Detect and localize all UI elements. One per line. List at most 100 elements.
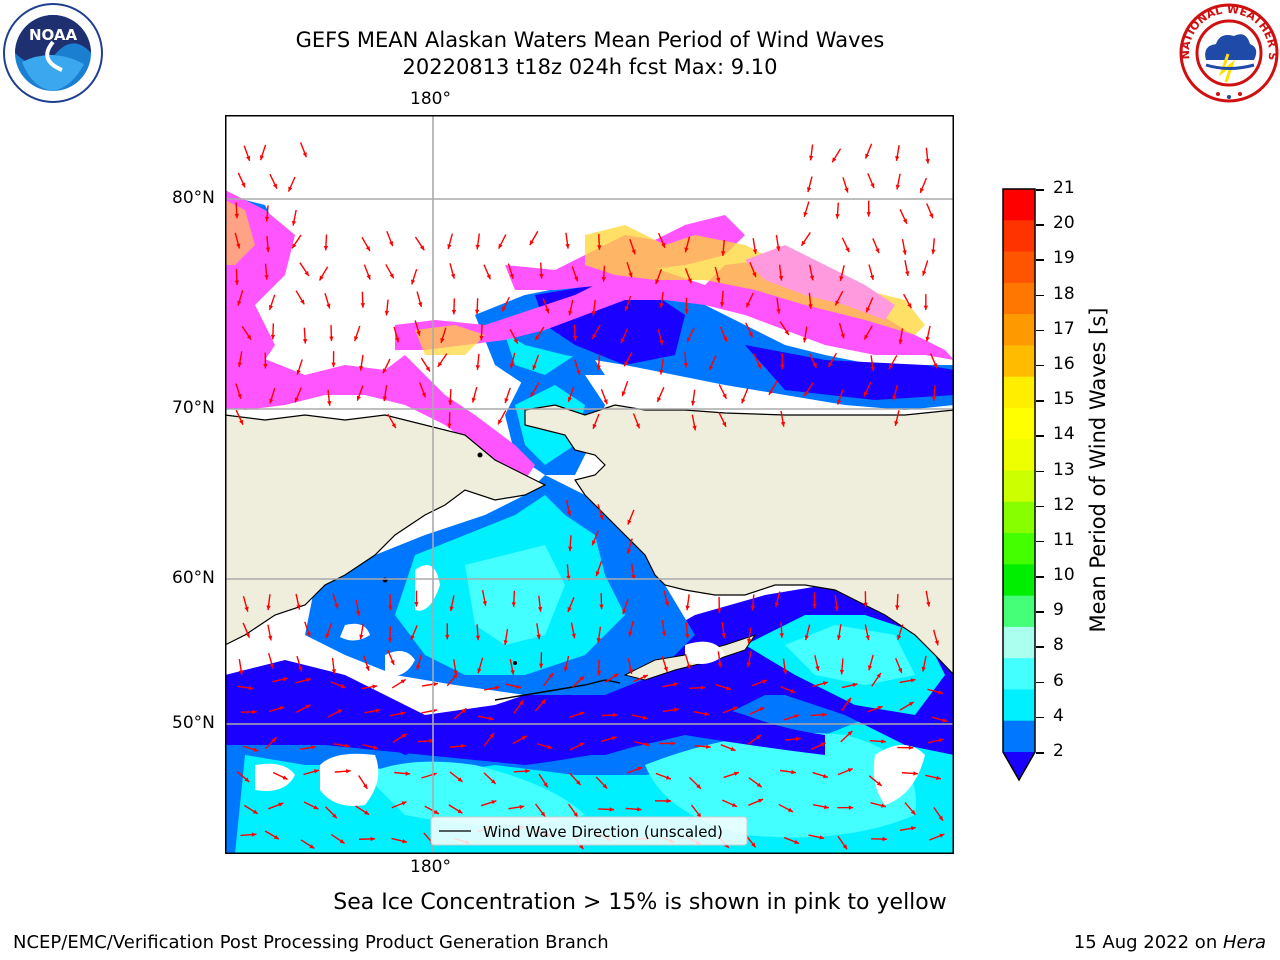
wave-direction-arrowhead xyxy=(784,330,789,336)
wave-direction-arrowhead xyxy=(450,273,456,279)
wave-direction-arrowhead xyxy=(635,423,640,429)
wave-direction-arrowhead xyxy=(902,250,907,255)
wave-direction-arrowhead xyxy=(721,251,726,256)
wave-direction-arrowhead xyxy=(509,273,514,279)
wave-direction-arrowhead xyxy=(655,279,660,285)
wave-direction-arrowhead xyxy=(252,809,258,814)
wave-direction-arrowhead xyxy=(898,668,903,674)
wave-direction-arrowhead xyxy=(621,391,626,397)
wave-direction-arrowhead xyxy=(309,844,315,849)
sea-ice-caption: Sea Ice Concentration > 15% is shown in … xyxy=(333,890,947,915)
wave-direction-arrowhead xyxy=(706,744,711,749)
wave-direction-arrowhead xyxy=(624,306,629,312)
wave-direction-arrowhead xyxy=(717,662,723,668)
wave-direction-arrowhead xyxy=(509,363,515,369)
wave-direction-arrowhead xyxy=(475,244,480,250)
wave-direction-arrowhead xyxy=(433,682,438,687)
wave-direction-arrowhead xyxy=(875,248,880,254)
wave-direction-arrowhead xyxy=(372,684,378,689)
wave-direction-arrowhead xyxy=(567,396,572,402)
wave-direction-arrowhead xyxy=(325,633,330,639)
wave-direction-arrowhead xyxy=(264,216,270,222)
wave-direction-arrowhead xyxy=(329,336,334,342)
colorbar-tick xyxy=(1036,329,1044,332)
colorbar-tick xyxy=(1036,189,1044,191)
footer-credit: NCEP/EMC/Verification Post Processing Pr… xyxy=(13,932,609,953)
wave-direction-arrowhead xyxy=(869,275,875,280)
wave-direction-arrowhead xyxy=(611,736,617,741)
wave-direction-arrowhead xyxy=(905,271,910,276)
noaa-logo-text: NOAA xyxy=(29,26,78,44)
wave-direction-arrowhead xyxy=(365,246,370,252)
wave-direction-arrowhead xyxy=(631,574,636,580)
wave-direction-arrowhead xyxy=(510,669,515,675)
wave-direction-arrowhead xyxy=(356,395,361,401)
wave-direction-arrowhead xyxy=(661,631,667,637)
wave-direction-arrowhead xyxy=(835,300,840,306)
wave-direction-arrowhead xyxy=(704,711,710,716)
wave-direction-arrowhead xyxy=(548,673,554,679)
wave-direction-arrowhead xyxy=(892,395,897,401)
wave-direction-arrowhead xyxy=(844,187,849,193)
wave-direction-arrowhead xyxy=(840,333,845,339)
lat-label-60: 60°N xyxy=(172,568,215,588)
wave-direction-arrowhead xyxy=(448,400,453,406)
wave-direction-arrowhead xyxy=(373,745,379,750)
wave-direction-arrowhead xyxy=(782,669,788,675)
colorbar-tick xyxy=(1036,716,1044,719)
colorbar-tick xyxy=(1036,576,1044,578)
wave-direction-arrowhead xyxy=(323,245,329,251)
wave-direction-arrowhead xyxy=(895,605,900,610)
wave-direction-arrowhead xyxy=(624,361,629,367)
wave-direction-arrowhead xyxy=(597,245,602,250)
wave-direction-arrowhead xyxy=(898,339,903,345)
wave-direction-arrowhead xyxy=(750,605,755,611)
wave-direction-arrowhead xyxy=(591,540,596,546)
wave-direction-arrowhead xyxy=(894,421,899,426)
wave-direction-arrowhead xyxy=(400,679,406,684)
wave-direction-arrowhead xyxy=(876,781,882,786)
wave-direction-arrowhead xyxy=(709,365,714,371)
wave-direction-arrowhead xyxy=(382,396,388,402)
wave-direction-arrowhead xyxy=(864,334,869,340)
wave-direction-arrowhead xyxy=(278,802,284,807)
wave-direction-arrowhead xyxy=(543,782,548,788)
colorbar-block xyxy=(1003,501,1035,534)
colorbar-extend-triangle xyxy=(1003,752,1035,780)
wave-direction-arrowhead xyxy=(298,666,303,672)
colorbar xyxy=(1002,188,1036,782)
colorbar-block xyxy=(1003,533,1035,565)
colorbar-tick xyxy=(1036,364,1044,367)
wave-direction-arrowhead xyxy=(326,303,331,309)
wave-direction-arrowhead xyxy=(503,640,508,645)
colorbar-block xyxy=(1003,376,1035,409)
wave-direction-arrowhead xyxy=(292,243,297,249)
colorbar-tick xyxy=(1036,435,1044,437)
wave-direction-arrowhead xyxy=(882,836,888,842)
colorbar-tick-label: 6 xyxy=(1053,670,1064,691)
wave-direction-arrowhead xyxy=(304,271,309,276)
wave-direction-arrowhead xyxy=(411,279,416,285)
wave-direction-arrowhead xyxy=(283,677,289,682)
wave-direction-arrowhead xyxy=(305,704,311,709)
wave-direction-arrowhead xyxy=(491,800,497,805)
colorbar-tick-label: 11 xyxy=(1053,529,1075,550)
wave-direction-arrowhead xyxy=(895,184,900,190)
wave-direction-arrowhead xyxy=(796,736,801,742)
wave-direction-arrowhead xyxy=(673,682,679,687)
wave-direction-arrowhead xyxy=(269,663,274,669)
wave-direction-arrowhead xyxy=(665,775,671,780)
wave-direction-arrowhead xyxy=(804,391,809,397)
wave-direction-arrowhead xyxy=(345,743,350,748)
wave-direction-arrowhead xyxy=(356,610,361,616)
colorbar-block xyxy=(1003,470,1035,503)
lat-label-50: 50°N xyxy=(172,713,215,733)
wave-direction-arrowhead xyxy=(359,365,364,371)
wave-period-field xyxy=(225,195,954,854)
wave-direction-arrowhead xyxy=(502,306,507,312)
map-frame xyxy=(225,115,954,854)
wave-direction-arrowhead xyxy=(390,659,395,665)
wave-direction-arrowhead xyxy=(627,519,632,525)
wave-direction-arrowhead xyxy=(832,157,837,163)
wave-direction-arrowhead xyxy=(822,681,828,686)
